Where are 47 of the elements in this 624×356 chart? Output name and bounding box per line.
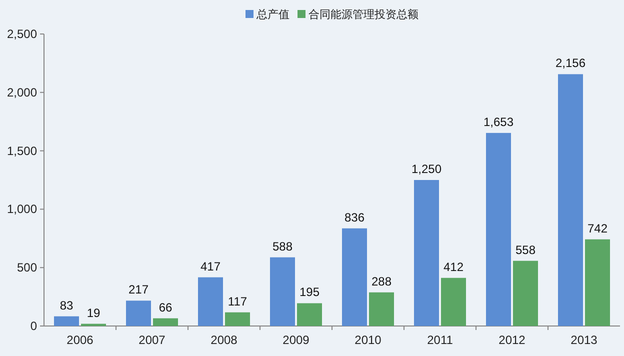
data-label: 66 (158, 300, 172, 314)
data-label: 117 (228, 294, 248, 308)
data-label: 1,653 (483, 114, 514, 129)
y-tick-label: 0 (30, 319, 38, 333)
bar (54, 316, 79, 326)
bar (225, 312, 250, 326)
y-tick-label: 1,000 (6, 202, 38, 216)
x-tick-label: 2011 (427, 333, 454, 347)
x-tick-label: 2007 (138, 333, 166, 347)
x-tick-label: 2012 (498, 333, 526, 347)
bar (126, 300, 151, 326)
bar (270, 257, 295, 326)
y-tick-label: 2,000 (6, 85, 38, 100)
y-tick-label: 500 (16, 260, 38, 275)
bar (369, 292, 394, 326)
legend-label: 总产值 (256, 8, 290, 21)
legend-label: 合同能源管理投资总额 (308, 8, 418, 21)
bar (441, 278, 466, 326)
data-label: 195 (299, 285, 320, 300)
bar (198, 277, 223, 326)
bar (414, 180, 439, 326)
bar (297, 303, 322, 326)
y-tick-label: 1,500 (6, 144, 38, 158)
data-label: 217 (128, 282, 149, 297)
data-label: 288 (371, 274, 392, 288)
x-tick-label: 2009 (282, 333, 310, 347)
data-label: 1,250 (411, 162, 442, 176)
bar (513, 260, 538, 326)
data-label: 742 (587, 221, 608, 236)
bar (558, 74, 583, 326)
data-label: 558 (515, 242, 536, 257)
x-tick-label: 2006 (66, 333, 94, 347)
bar (585, 239, 610, 326)
data-label: 588 (272, 239, 293, 254)
data-label: 83 (60, 298, 74, 312)
x-tick-label: 2008 (210, 333, 238, 347)
data-label: 836 (344, 210, 365, 224)
data-label: 2,156 (555, 56, 586, 70)
data-label: 417 (200, 259, 221, 274)
bar (486, 132, 511, 326)
data-label: 19 (86, 306, 100, 320)
x-tick-label: 2013 (570, 333, 598, 347)
data-label: 412 (443, 260, 464, 274)
bar (153, 318, 178, 326)
y-tick-label: 2,500 (6, 27, 38, 41)
bar (342, 228, 367, 326)
x-tick-label: 2010 (354, 333, 382, 347)
